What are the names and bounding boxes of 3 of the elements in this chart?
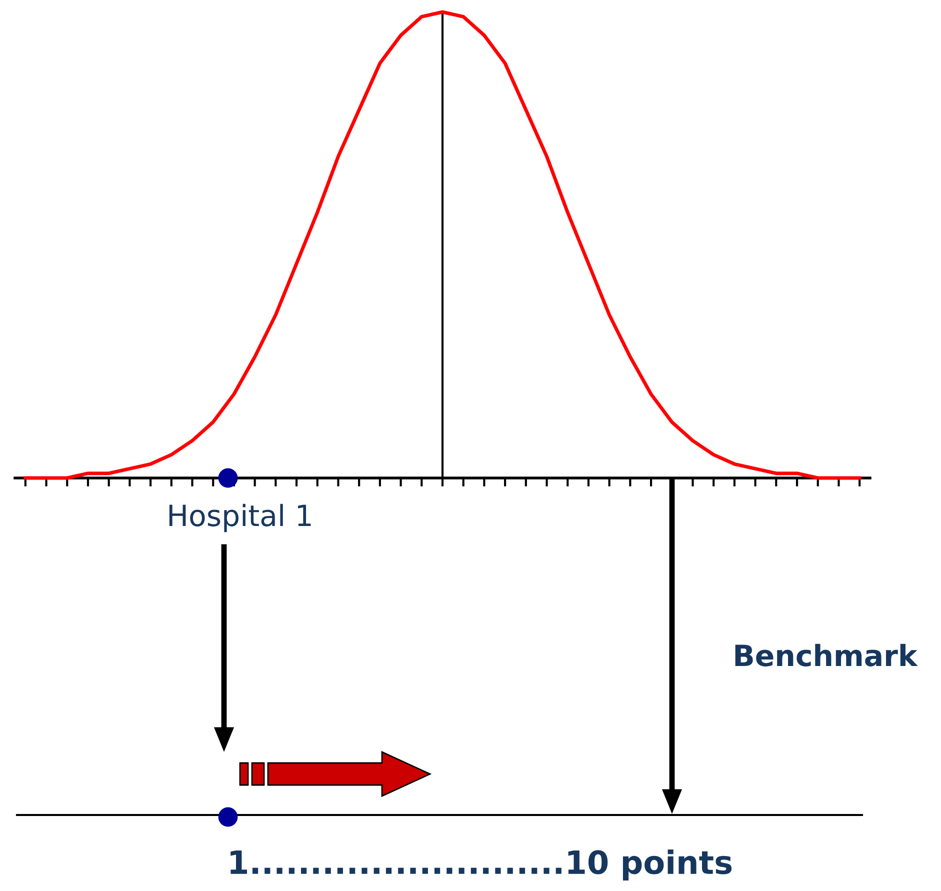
text: Hospital 1: [169, 504, 311, 532]
text: Benchmark: [735, 644, 918, 666]
text: 1..........................10 points: [230, 850, 732, 880]
